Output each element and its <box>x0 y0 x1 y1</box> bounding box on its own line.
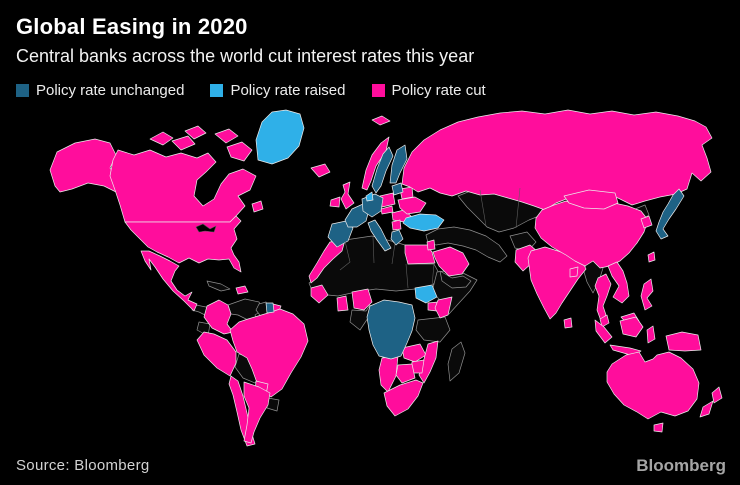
legend-label-cut: Policy rate cut <box>391 82 486 99</box>
country-tanzania <box>415 316 451 343</box>
country-denmark <box>365 191 374 202</box>
country-mongolia <box>563 189 619 210</box>
country-cuba <box>206 280 231 292</box>
country-russia <box>401 109 713 211</box>
country-papua-new-guinea <box>665 331 702 352</box>
legend-item-cut: Policy rate cut <box>371 82 486 99</box>
country-namibia <box>378 355 399 393</box>
country-ukraine <box>397 196 427 215</box>
country-taiwan <box>647 251 656 263</box>
country-australia <box>606 351 700 420</box>
country-saudi-arabia-gulf <box>432 246 470 277</box>
country-indonesia-sumatra <box>594 319 613 344</box>
country-sweden <box>371 146 394 194</box>
country-guinea-sierra-leone <box>310 284 329 304</box>
region-congo-drc-angola <box>366 299 416 360</box>
country-japan <box>655 188 685 240</box>
country-norway <box>361 136 390 191</box>
chart-header: Global Easing in 2020 Central banks acro… <box>16 14 730 99</box>
country-india <box>527 246 587 320</box>
country-vietnam-laos-cambodia <box>607 261 630 304</box>
country-czechia-slovakia <box>380 205 394 215</box>
country-nigeria <box>351 288 373 311</box>
country-south-sudan <box>414 284 438 304</box>
country-canada-arctic-island <box>184 125 207 140</box>
country-south-korea <box>640 215 653 229</box>
territory-greenland <box>255 109 305 165</box>
country-ireland <box>329 196 341 208</box>
country-yemen-oman <box>439 270 472 289</box>
country-brazil <box>229 308 309 398</box>
country-bangladesh <box>569 266 579 278</box>
territory-svalbard <box>371 115 391 126</box>
country-kenya <box>434 296 453 319</box>
legend-item-unchanged: Policy rate unchanged <box>16 82 184 99</box>
country-indonesia-sulawesi <box>646 325 656 344</box>
legend-label-unchanged: Policy rate unchanged <box>36 82 185 99</box>
legend-label-raised: Policy rate raised <box>230 82 346 99</box>
country-canada-arctic-island <box>149 131 174 146</box>
legend-swatch-cut-icon <box>371 84 385 97</box>
region-baltics <box>391 182 404 196</box>
country-peru <box>196 331 237 377</box>
legend-swatch-raised-icon <box>210 84 224 97</box>
country-usa <box>124 215 242 273</box>
country-canada <box>109 149 257 223</box>
country-canada-victoria-island <box>171 135 196 151</box>
country-dominican-republic <box>235 285 249 295</box>
country-thailand <box>594 273 612 322</box>
region-iberia <box>327 220 354 248</box>
page-title: Global Easing in 2020 <box>16 14 248 39</box>
page-subtitle: Central banks across the world cut inter… <box>16 46 475 66</box>
country-malaysia <box>599 314 610 328</box>
country-italy <box>367 219 392 252</box>
country-finland <box>389 144 408 184</box>
inner-border-lines <box>339 187 521 289</box>
country-zambia <box>401 343 427 363</box>
region-levant-iraq-iran <box>425 226 508 263</box>
great-lakes <box>195 223 217 233</box>
country-sri-lanka <box>563 317 573 329</box>
bloomberg-logo: Bloomberg <box>636 456 726 475</box>
legend: Policy rate unchanged Policy rate raised… <box>16 82 730 99</box>
country-israel-jordan <box>426 239 436 251</box>
country-madagascar <box>447 341 466 382</box>
legend-swatch-unchanged-icon <box>16 84 29 97</box>
country-canada-baffin-island <box>226 141 253 162</box>
country-greece <box>390 229 404 246</box>
country-united-kingdom <box>340 181 355 210</box>
country-canada-arctic-island <box>214 128 239 144</box>
country-serbia <box>391 219 402 231</box>
country-colombia <box>203 299 234 335</box>
country-new-zealand-south <box>699 400 714 418</box>
country-morocco <box>308 239 346 284</box>
country-turkey <box>402 213 445 232</box>
country-egypt <box>404 244 436 265</box>
country-suriname <box>265 302 275 314</box>
country-philippines <box>640 278 654 311</box>
country-mexico <box>140 250 198 312</box>
country-botswana <box>395 363 416 384</box>
country-new-zealand-north <box>711 386 723 404</box>
legend-item-raised: Policy rate raised <box>210 82 346 99</box>
country-australia-tasmania <box>653 422 664 433</box>
country-ghana <box>336 295 349 312</box>
country-indonesia-kalimantan <box>619 316 644 338</box>
country-iceland <box>310 163 331 178</box>
source-note: Source: Bloomberg <box>16 457 150 474</box>
country-argentina <box>243 381 271 444</box>
country-south-africa <box>383 379 424 417</box>
country-canada-newfoundland <box>251 200 264 213</box>
